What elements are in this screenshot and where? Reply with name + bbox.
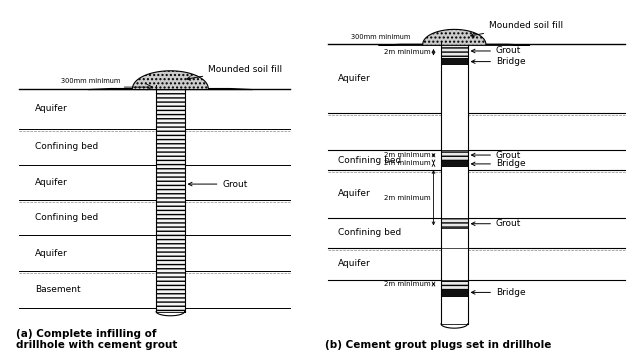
Text: (b) Cement grout plugs set in drillhole: (b) Cement grout plugs set in drillhole <box>325 341 551 350</box>
Bar <box>441 218 468 228</box>
Text: Aquifer: Aquifer <box>338 189 370 198</box>
Text: 300mm minimum: 300mm minimum <box>351 34 410 40</box>
Text: Confining bed: Confining bed <box>35 142 98 152</box>
Text: Confining bed: Confining bed <box>338 156 401 165</box>
Bar <box>441 166 468 218</box>
Text: 2m minimum: 2m minimum <box>384 49 431 55</box>
Text: Aquifer: Aquifer <box>35 104 68 113</box>
Bar <box>441 58 468 64</box>
Text: Bridge: Bridge <box>471 288 526 297</box>
Bar <box>441 228 468 248</box>
Text: Aquifer: Aquifer <box>35 249 68 258</box>
Text: Confining bed: Confining bed <box>35 213 98 222</box>
Bar <box>441 44 468 324</box>
Polygon shape <box>88 71 252 90</box>
Bar <box>441 44 468 58</box>
Text: Aquifer: Aquifer <box>338 74 370 83</box>
Text: 2m minimum: 2m minimum <box>384 281 431 287</box>
Bar <box>156 88 185 312</box>
Text: 2m minimum: 2m minimum <box>384 160 431 166</box>
Text: Grout: Grout <box>189 179 248 189</box>
Polygon shape <box>379 29 530 45</box>
Text: Mounded soil fill: Mounded soil fill <box>471 21 563 37</box>
Text: Grout: Grout <box>471 46 521 56</box>
Text: (a) Complete infilling of
drillhole with cement grout: (a) Complete infilling of drillhole with… <box>16 329 177 350</box>
Text: Mounded soil fill: Mounded soil fill <box>187 64 282 80</box>
Text: Grout: Grout <box>471 219 521 228</box>
Text: Grout: Grout <box>471 150 521 160</box>
Text: Bridge: Bridge <box>471 57 526 66</box>
Bar <box>441 160 468 166</box>
Text: Aquifer: Aquifer <box>338 259 370 268</box>
Text: 2m minimum: 2m minimum <box>384 195 431 201</box>
Text: Confining bed: Confining bed <box>338 228 401 237</box>
Bar <box>441 64 468 150</box>
Text: Bridge: Bridge <box>471 159 526 169</box>
Text: 300mm minimum: 300mm minimum <box>61 78 121 84</box>
Text: Basement: Basement <box>35 285 80 294</box>
Bar <box>441 296 468 324</box>
Bar <box>441 280 468 289</box>
Bar <box>441 289 468 296</box>
Text: 2m minimum: 2m minimum <box>384 152 431 158</box>
Text: Aquifer: Aquifer <box>35 178 68 187</box>
Bar <box>441 150 468 160</box>
